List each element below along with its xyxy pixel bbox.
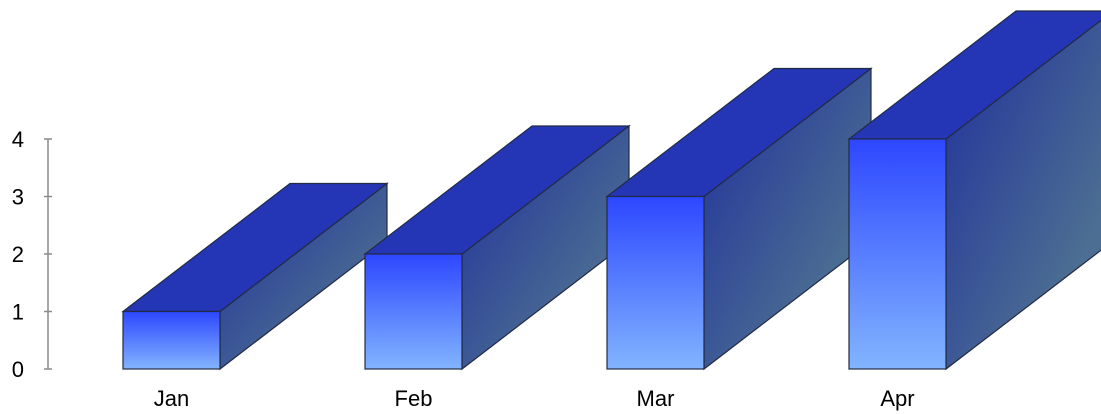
bar-mar: [605, 67, 873, 371]
bar-apr: [847, 10, 1101, 371]
y-tick-label: 1: [12, 300, 24, 325]
bar-front-face: [606, 195, 705, 370]
bar-front-face: [848, 138, 947, 370]
x-category-label: Jan: [154, 386, 189, 411]
y-tick-label: 0: [12, 357, 24, 382]
x-category-label: Apr: [880, 386, 914, 411]
x-category-label: Feb: [395, 386, 433, 411]
y-tick-label: 4: [12, 127, 24, 152]
x-axis-labels: Jan Feb Mar Apr: [154, 386, 915, 411]
y-axis: 0 1 2 3 4: [12, 127, 52, 382]
bar-jan: [121, 182, 389, 371]
y-tick-label: 3: [12, 185, 24, 210]
x-category-label: Mar: [637, 386, 675, 411]
bar-front-face: [122, 310, 221, 370]
bar-feb: [363, 124, 631, 371]
bars: [121, 10, 1101, 371]
bar-front-face: [364, 253, 463, 370]
y-tick-label: 2: [12, 242, 24, 267]
